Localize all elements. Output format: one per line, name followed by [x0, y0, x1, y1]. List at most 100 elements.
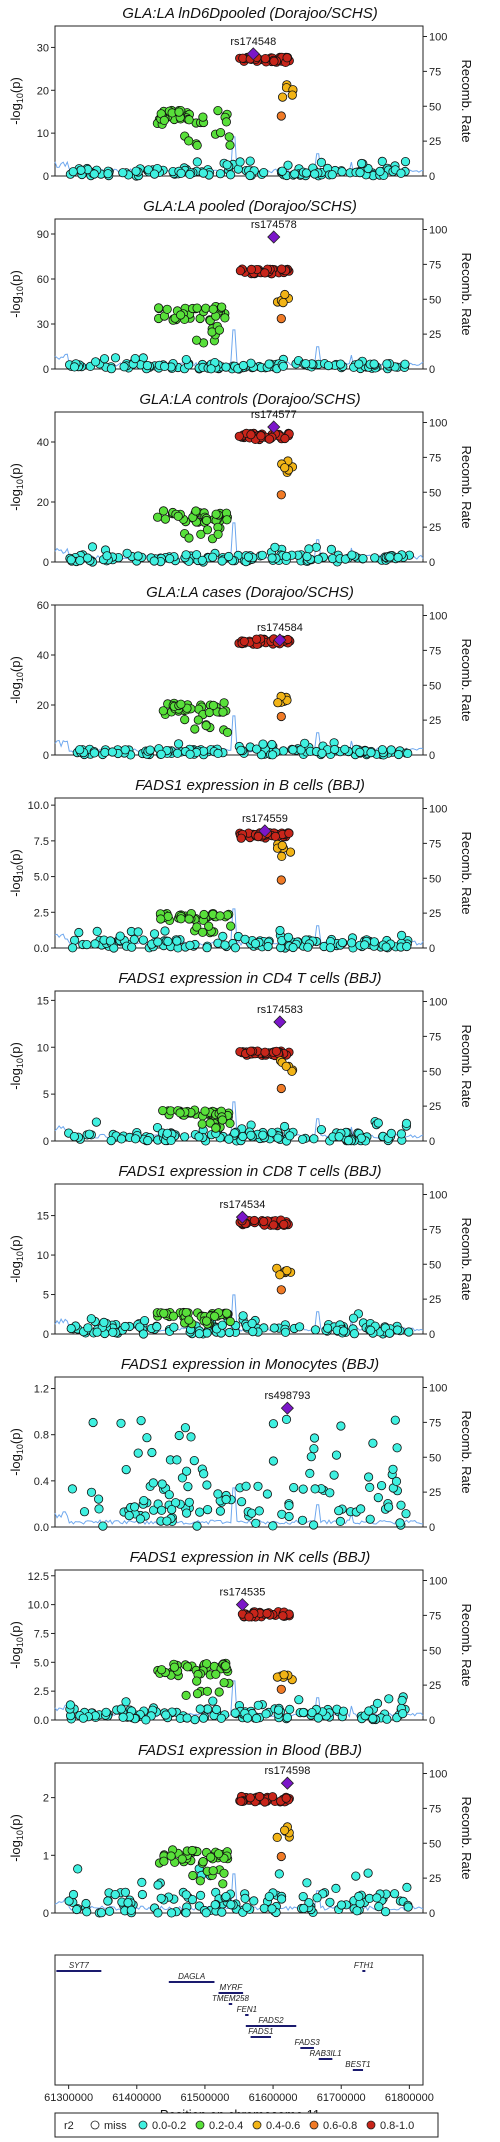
snp-point: [269, 56, 279, 66]
snp-point: [251, 1713, 262, 1724]
snp-point: [276, 1684, 286, 1694]
snp-point: [284, 1501, 294, 1511]
snp-point: [136, 1416, 146, 1426]
snp-point: [264, 359, 274, 369]
snp-point: [297, 1515, 308, 1525]
snp-point: [245, 170, 255, 181]
snp-point: [99, 354, 110, 364]
snp-point: [396, 930, 407, 941]
y-tick-label: 40: [37, 650, 49, 662]
gene-label: DAGLA: [178, 1972, 205, 1981]
snp-point: [110, 1890, 120, 1900]
snp-point: [202, 1316, 212, 1326]
snp-point: [400, 359, 410, 369]
snp-point: [216, 128, 226, 138]
snp-point: [214, 325, 224, 335]
x-tick-label: 61400000: [112, 2092, 161, 2104]
snp-point: [369, 937, 379, 947]
snp-point: [349, 1329, 359, 1339]
snp-point: [68, 943, 78, 953]
legend-title: r2: [64, 2120, 74, 2132]
snp-point: [249, 1215, 259, 1226]
right-tick-label: 0: [429, 364, 435, 376]
lead-snp-point: [267, 420, 281, 434]
snp-point: [213, 106, 223, 116]
snp-point: [180, 1132, 190, 1142]
snp-point: [96, 1908, 107, 1918]
y-tick-label: 10: [37, 1250, 49, 1262]
right-tick-label: 0: [429, 1522, 435, 1534]
y-tick-label: 0.4: [34, 1476, 49, 1488]
snp-point: [158, 506, 169, 516]
right-tick-label: 25: [429, 1294, 441, 1306]
plot-frame: [54, 604, 424, 756]
x-tick-label: 61800000: [385, 2092, 434, 2104]
lead-snp-label: rs174535: [219, 1587, 265, 1599]
snp-point: [240, 934, 250, 944]
snp-point: [305, 1468, 315, 1479]
snp-point: [222, 727, 233, 738]
snp-point: [164, 1490, 174, 1500]
right-tick-label: 100: [429, 611, 447, 623]
snp-point: [118, 1712, 128, 1722]
snp-point: [204, 921, 214, 931]
right-axis-label: Recomb. Rate: [459, 1603, 474, 1686]
legend-swatch: [90, 2120, 100, 2130]
snp-point: [242, 1902, 252, 1912]
right-tick-label: 25: [429, 1101, 441, 1113]
snp-point: [262, 1489, 272, 1499]
snp-point: [102, 551, 112, 561]
snp-point: [211, 1704, 222, 1715]
snp-point: [246, 358, 256, 368]
snp-point: [137, 1889, 147, 1900]
snp-point: [282, 1266, 292, 1276]
right-tick-label: 25: [429, 329, 441, 341]
snp-point: [288, 745, 298, 755]
y-tick-label: 5: [43, 1089, 49, 1101]
snp-point: [82, 1907, 92, 1917]
snp-point: [281, 551, 291, 562]
snp-point: [388, 1464, 398, 1474]
lead-snp-label: rs174598: [264, 1765, 310, 1777]
snp-point: [206, 364, 216, 374]
snp-point: [253, 1481, 263, 1491]
snp-point: [276, 1285, 286, 1295]
snp-point: [282, 1713, 292, 1723]
snp-point: [86, 1487, 97, 1497]
snp-point: [325, 943, 335, 953]
snp-point: [313, 554, 323, 564]
snp-point: [84, 1129, 94, 1139]
y-axis-label: -log10(p): [8, 849, 25, 897]
snp-point: [199, 1469, 209, 1479]
panel-title: FADS1 expression in CD4 T cells (BBJ): [118, 970, 381, 987]
snp-point: [224, 551, 234, 562]
snp-point: [122, 548, 132, 558]
snp-point: [116, 1418, 126, 1428]
snp-point: [354, 1891, 364, 1902]
snp-point: [230, 1708, 240, 1718]
lead-snp-point: [280, 1401, 294, 1415]
snp-point: [273, 1133, 283, 1143]
snp-point: [256, 431, 266, 441]
snp-point: [187, 1895, 197, 1905]
snp-point: [121, 1465, 131, 1475]
panel-3: GLA:LA controls (Dorajoo/SCHS) 0 20 40 0 25 50…: [8, 391, 474, 569]
snp-point: [390, 1415, 400, 1425]
snp-point: [192, 1676, 202, 1686]
snp-point: [158, 1106, 168, 1116]
right-tick-label: 0: [429, 943, 435, 955]
snp-point: [193, 715, 203, 725]
snp-point: [276, 1083, 286, 1094]
snp-point: [254, 1506, 264, 1516]
snp-point: [355, 168, 365, 178]
snp-point: [174, 739, 184, 749]
snp-point: [260, 53, 270, 64]
y-tick-label: 10: [37, 128, 49, 140]
y-tick-label: 1.2: [34, 1384, 49, 1396]
snp-point: [391, 1476, 402, 1487]
y-tick-label: 60: [37, 600, 49, 612]
y-tick-label: 0.8: [34, 1430, 49, 1442]
snp-point: [312, 1893, 322, 1903]
snp-point: [401, 1118, 412, 1129]
snp-point: [192, 303, 202, 313]
